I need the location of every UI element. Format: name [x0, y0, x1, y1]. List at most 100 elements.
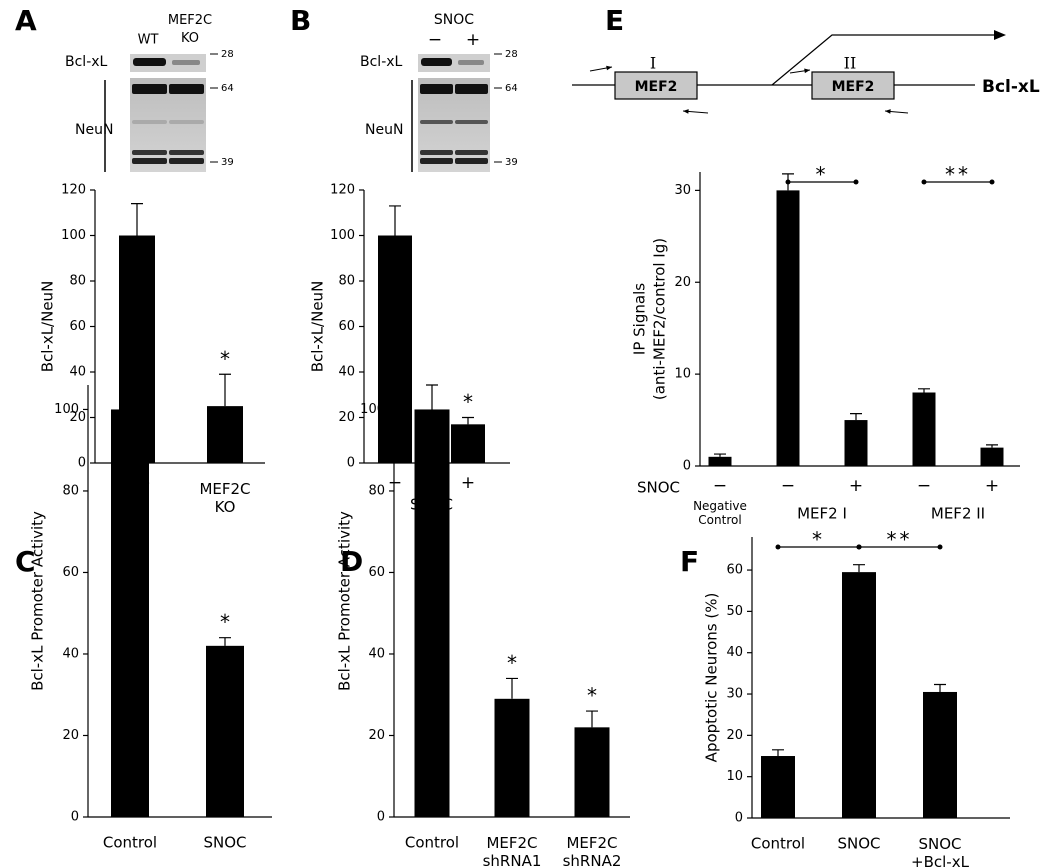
y-tick-label: 40: [62, 646, 79, 661]
y-axis-label: IP Signals: [631, 283, 649, 355]
blot-band: [169, 120, 204, 124]
significance-star: *: [220, 347, 230, 371]
y-tick-label: 0: [377, 810, 385, 825]
lane-label: −: [428, 30, 442, 50]
bar: [451, 424, 485, 463]
blot-band: [132, 150, 167, 155]
mef2-label: MEF2: [635, 79, 678, 95]
bar: [708, 456, 732, 466]
x-tick-label: MEF2C KO: [199, 480, 250, 516]
y-tick-label: 20: [726, 728, 743, 743]
arrow-head: [683, 109, 689, 114]
panel-letter: B: [290, 4, 311, 37]
y-axis-label: Bcl-xL Promoter Activity: [336, 511, 354, 691]
bracket-end: [921, 179, 927, 185]
blot-band: [133, 58, 166, 66]
blot-band: [169, 84, 204, 94]
x-tick-label: SNOC +Bcl-xL: [911, 835, 970, 867]
y-tick-label: 100: [54, 402, 79, 417]
blot-band: [169, 158, 204, 164]
marker-label: 39: [505, 157, 518, 168]
x-tick-label: Control: [751, 835, 805, 853]
marker-label: 64: [221, 83, 234, 94]
y-axis-label: Apoptotic Neurons (%): [703, 593, 721, 763]
y-tick-label: 0: [735, 811, 743, 826]
y-axis-label: (anti-MEF2/control Ig): [651, 238, 669, 400]
group-label: Negative Control: [693, 499, 747, 527]
arrow-head: [885, 109, 891, 114]
significance-star: **: [887, 528, 913, 552]
y-tick-label: 0: [78, 456, 86, 471]
error-bar: [986, 444, 998, 448]
y-tick-label: 60: [69, 319, 86, 334]
y-tick-label: 20: [674, 275, 691, 290]
y-tick-label: 20: [69, 410, 86, 425]
y-tick-label: 80: [62, 483, 79, 498]
arrow-head: [606, 65, 612, 71]
gene-label: Bcl-xL: [982, 77, 1040, 97]
bar: [414, 409, 450, 817]
blot-band: [132, 158, 167, 164]
y-tick-label: 0: [347, 456, 355, 471]
bracket-end: [989, 179, 995, 185]
arrow-head: [994, 30, 1006, 40]
error-bar: [124, 392, 136, 410]
bar: [494, 698, 530, 817]
blot-band: [455, 120, 488, 124]
bar: [842, 572, 876, 818]
error-bar: [426, 384, 438, 410]
error-bar: [462, 416, 474, 425]
mef2-box: [811, 71, 895, 100]
y-tick-label: 30: [726, 687, 743, 702]
blot-band: [420, 150, 453, 155]
x-tick-label: −: [388, 473, 402, 493]
y-tick-label: 20: [338, 410, 355, 425]
significance-star: *: [816, 163, 829, 187]
bar: [980, 447, 1004, 466]
y-tick-label: 40: [368, 646, 385, 661]
blot-band: [132, 120, 167, 124]
y-tick-label: 50: [726, 604, 743, 619]
y-tick-label: 40: [726, 645, 743, 660]
error-bar: [772, 749, 784, 757]
bar: [776, 190, 800, 466]
panel-letter: E: [605, 4, 624, 37]
y-tick-label: 40: [69, 365, 86, 380]
lane-label: MEF2C KO: [168, 13, 212, 46]
blot-band: [169, 150, 204, 155]
y-tick-label: 30: [674, 183, 691, 198]
significance-star: *: [507, 651, 517, 675]
bar: [378, 235, 412, 463]
x-tick-label: Control: [405, 834, 459, 852]
error-bar: [506, 677, 518, 699]
blot-band: [172, 60, 200, 65]
blot-header: SNOC: [434, 12, 474, 28]
y-tick-label: 60: [338, 319, 355, 334]
group-label: MEF2 I: [797, 505, 847, 523]
y-tick-label: 120: [330, 183, 355, 198]
y-tick-label: 100: [61, 228, 86, 243]
panel-letter: A: [15, 4, 37, 37]
y-tick-label: 0: [71, 810, 79, 825]
panel-letter: C: [15, 545, 36, 578]
blot-band: [132, 84, 167, 94]
lane-label: WT: [138, 33, 159, 48]
significance-star: **: [945, 163, 971, 187]
y-axis-label: Bcl-xL/NeuN: [309, 281, 327, 373]
y-tick-label: 120: [61, 183, 86, 198]
arrow-head: [804, 68, 810, 74]
x-tick-label: −: [781, 476, 795, 496]
bar: [912, 392, 936, 466]
bar: [207, 406, 243, 463]
y-tick-label: 80: [69, 274, 86, 289]
x-tick-label: +: [849, 476, 863, 496]
significance-star: *: [587, 684, 597, 708]
bracket-end: [856, 544, 862, 550]
y-tick-label: 80: [338, 274, 355, 289]
error-bar: [586, 710, 598, 728]
blot-band: [421, 58, 452, 66]
blot-band: [455, 84, 488, 94]
significance-star: *: [463, 390, 473, 414]
marker-label: 64: [505, 83, 518, 94]
